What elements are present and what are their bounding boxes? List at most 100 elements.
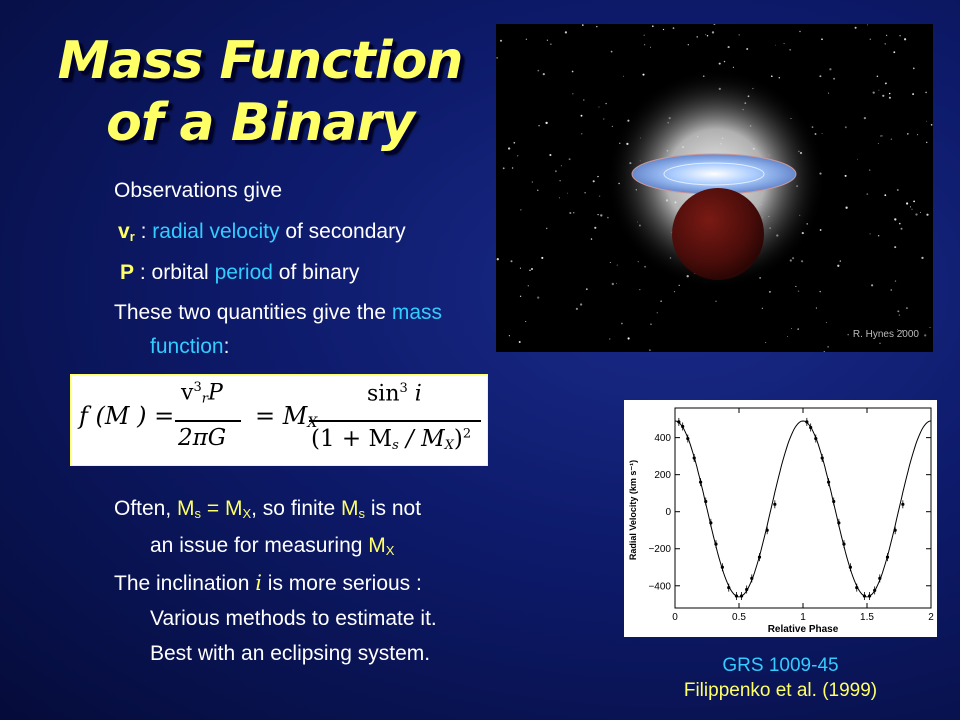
star-dot bbox=[542, 73, 545, 76]
secondary-star bbox=[672, 188, 764, 280]
often-ms2: M bbox=[341, 497, 359, 520]
often-eq: = bbox=[201, 497, 225, 520]
star-dot bbox=[844, 126, 847, 129]
star-dot bbox=[558, 197, 560, 199]
plot-frame bbox=[674, 407, 932, 609]
vr-sub: r bbox=[129, 229, 135, 244]
y-tick-label: 0 bbox=[665, 507, 671, 518]
vr-line: vr : radial velocity of secondary bbox=[118, 219, 406, 250]
incl-line-2: Various methods to estimate it. bbox=[150, 607, 437, 630]
data-point bbox=[842, 542, 846, 546]
x-tick-label: 2 bbox=[928, 612, 934, 623]
star-dot bbox=[799, 30, 801, 33]
star-dot bbox=[597, 213, 599, 216]
incl-end: is more serious : bbox=[261, 572, 422, 595]
star-dot bbox=[906, 133, 909, 135]
star-dot bbox=[894, 280, 897, 282]
star-dot bbox=[870, 284, 874, 287]
binary-illustration-svg bbox=[496, 24, 933, 352]
star-dot bbox=[499, 39, 503, 42]
data-point bbox=[720, 565, 724, 569]
star-dot bbox=[905, 202, 909, 205]
star-dot bbox=[930, 123, 933, 126]
star-dot bbox=[550, 43, 552, 45]
star-dot bbox=[537, 296, 540, 299]
star-dot bbox=[884, 194, 887, 197]
star-dot bbox=[795, 285, 797, 287]
star-dot bbox=[888, 96, 891, 99]
star-dot bbox=[882, 94, 885, 97]
star-dot bbox=[920, 211, 921, 213]
star-dot bbox=[616, 282, 617, 284]
star-dot bbox=[696, 36, 698, 38]
star-dot bbox=[801, 260, 804, 263]
star-dot bbox=[869, 38, 872, 41]
data-point bbox=[734, 594, 739, 598]
star-dot bbox=[765, 342, 767, 344]
star-dot bbox=[642, 73, 645, 76]
star-dot bbox=[880, 135, 882, 137]
star-dot bbox=[567, 192, 569, 194]
data-point bbox=[686, 436, 690, 441]
star-dot bbox=[713, 24, 716, 25]
eq-den2-close: ) bbox=[453, 426, 463, 452]
eq-num2: sin3 i bbox=[367, 381, 422, 406]
eq-sin-sup: 3 bbox=[399, 381, 408, 396]
data-point bbox=[848, 565, 852, 569]
star-dot bbox=[616, 264, 618, 266]
star-dot bbox=[761, 307, 763, 309]
star-dot bbox=[705, 34, 707, 36]
star-dot bbox=[643, 34, 645, 36]
star-dot bbox=[746, 48, 749, 50]
star-dot bbox=[603, 118, 605, 120]
star-dot bbox=[897, 329, 898, 330]
star-dot bbox=[789, 48, 792, 51]
data-point bbox=[757, 555, 762, 559]
star-dot bbox=[869, 169, 871, 171]
star-dot bbox=[585, 288, 588, 291]
quantities-line: These two quantities give the mass funct… bbox=[114, 300, 442, 360]
star-dot bbox=[881, 135, 883, 137]
star-dot bbox=[496, 258, 499, 261]
star-dot bbox=[711, 31, 715, 34]
eq-v-sup: 3 bbox=[193, 380, 202, 395]
data-point bbox=[809, 425, 813, 430]
star-dot bbox=[896, 189, 899, 191]
star-dot bbox=[867, 24, 869, 26]
star-dot bbox=[913, 200, 915, 203]
star-dot bbox=[768, 290, 771, 293]
eq-den2-s: s bbox=[392, 438, 399, 453]
star-dot bbox=[847, 333, 849, 336]
observations-intro: Observations give bbox=[114, 179, 283, 202]
quantities-text: These two quantities give the bbox=[114, 301, 392, 324]
eq-den2-sup: 2 bbox=[462, 426, 472, 442]
star-dot bbox=[580, 114, 583, 117]
star-dot bbox=[600, 214, 603, 217]
data-point bbox=[893, 528, 897, 532]
p-symbol: P bbox=[120, 261, 135, 284]
data-point bbox=[739, 594, 744, 598]
star-dot bbox=[844, 174, 847, 177]
often-mx2-sub: X bbox=[385, 543, 395, 558]
p-line: P : orbital period of binary bbox=[120, 260, 359, 286]
data-point bbox=[714, 542, 718, 546]
star-dot bbox=[538, 124, 540, 127]
star-dot bbox=[559, 180, 561, 182]
star-dot bbox=[706, 34, 709, 37]
star-dot bbox=[584, 192, 586, 194]
star-dot bbox=[564, 31, 568, 34]
star-dot bbox=[845, 206, 848, 209]
data-point bbox=[873, 588, 877, 593]
p-sep: : orbital bbox=[134, 261, 215, 284]
y-tick-label: −400 bbox=[648, 581, 671, 592]
data-point bbox=[677, 420, 681, 424]
y-tick-label: −200 bbox=[648, 544, 671, 555]
star-dot bbox=[583, 99, 585, 101]
eq-i: i bbox=[407, 381, 422, 407]
eq-lhs: f (M ) = bbox=[79, 402, 175, 430]
star-dot bbox=[582, 24, 584, 26]
star-dot bbox=[656, 312, 658, 314]
eq-fraction-bar-2 bbox=[309, 420, 481, 422]
star-dot bbox=[863, 116, 867, 120]
star-dot bbox=[926, 213, 929, 216]
